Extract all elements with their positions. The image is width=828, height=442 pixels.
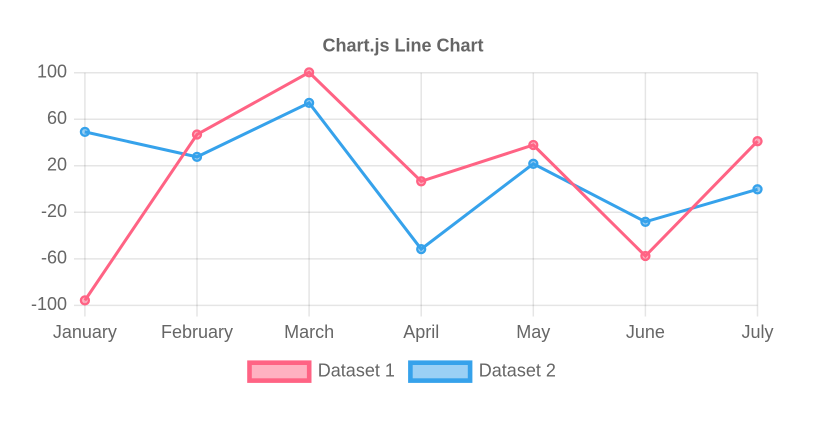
svg-text:60: 60 <box>47 108 67 128</box>
svg-text:-100: -100 <box>31 294 67 314</box>
svg-text:Dataset 1: Dataset 1 <box>318 361 395 381</box>
svg-text:100: 100 <box>37 62 67 82</box>
svg-text:February: February <box>161 322 233 342</box>
svg-text:Chart.js Line Chart: Chart.js Line Chart <box>322 36 483 56</box>
svg-text:-60: -60 <box>41 248 67 268</box>
svg-text:June: June <box>626 322 665 342</box>
svg-text:Dataset 2: Dataset 2 <box>479 361 556 381</box>
svg-text:-20: -20 <box>41 201 67 221</box>
svg-text:April: April <box>403 322 439 342</box>
svg-text:March: March <box>284 322 334 342</box>
svg-text:January: January <box>53 322 117 342</box>
svg-text:May: May <box>516 322 550 342</box>
svg-text:July: July <box>741 322 773 342</box>
svg-text:20: 20 <box>47 155 67 175</box>
